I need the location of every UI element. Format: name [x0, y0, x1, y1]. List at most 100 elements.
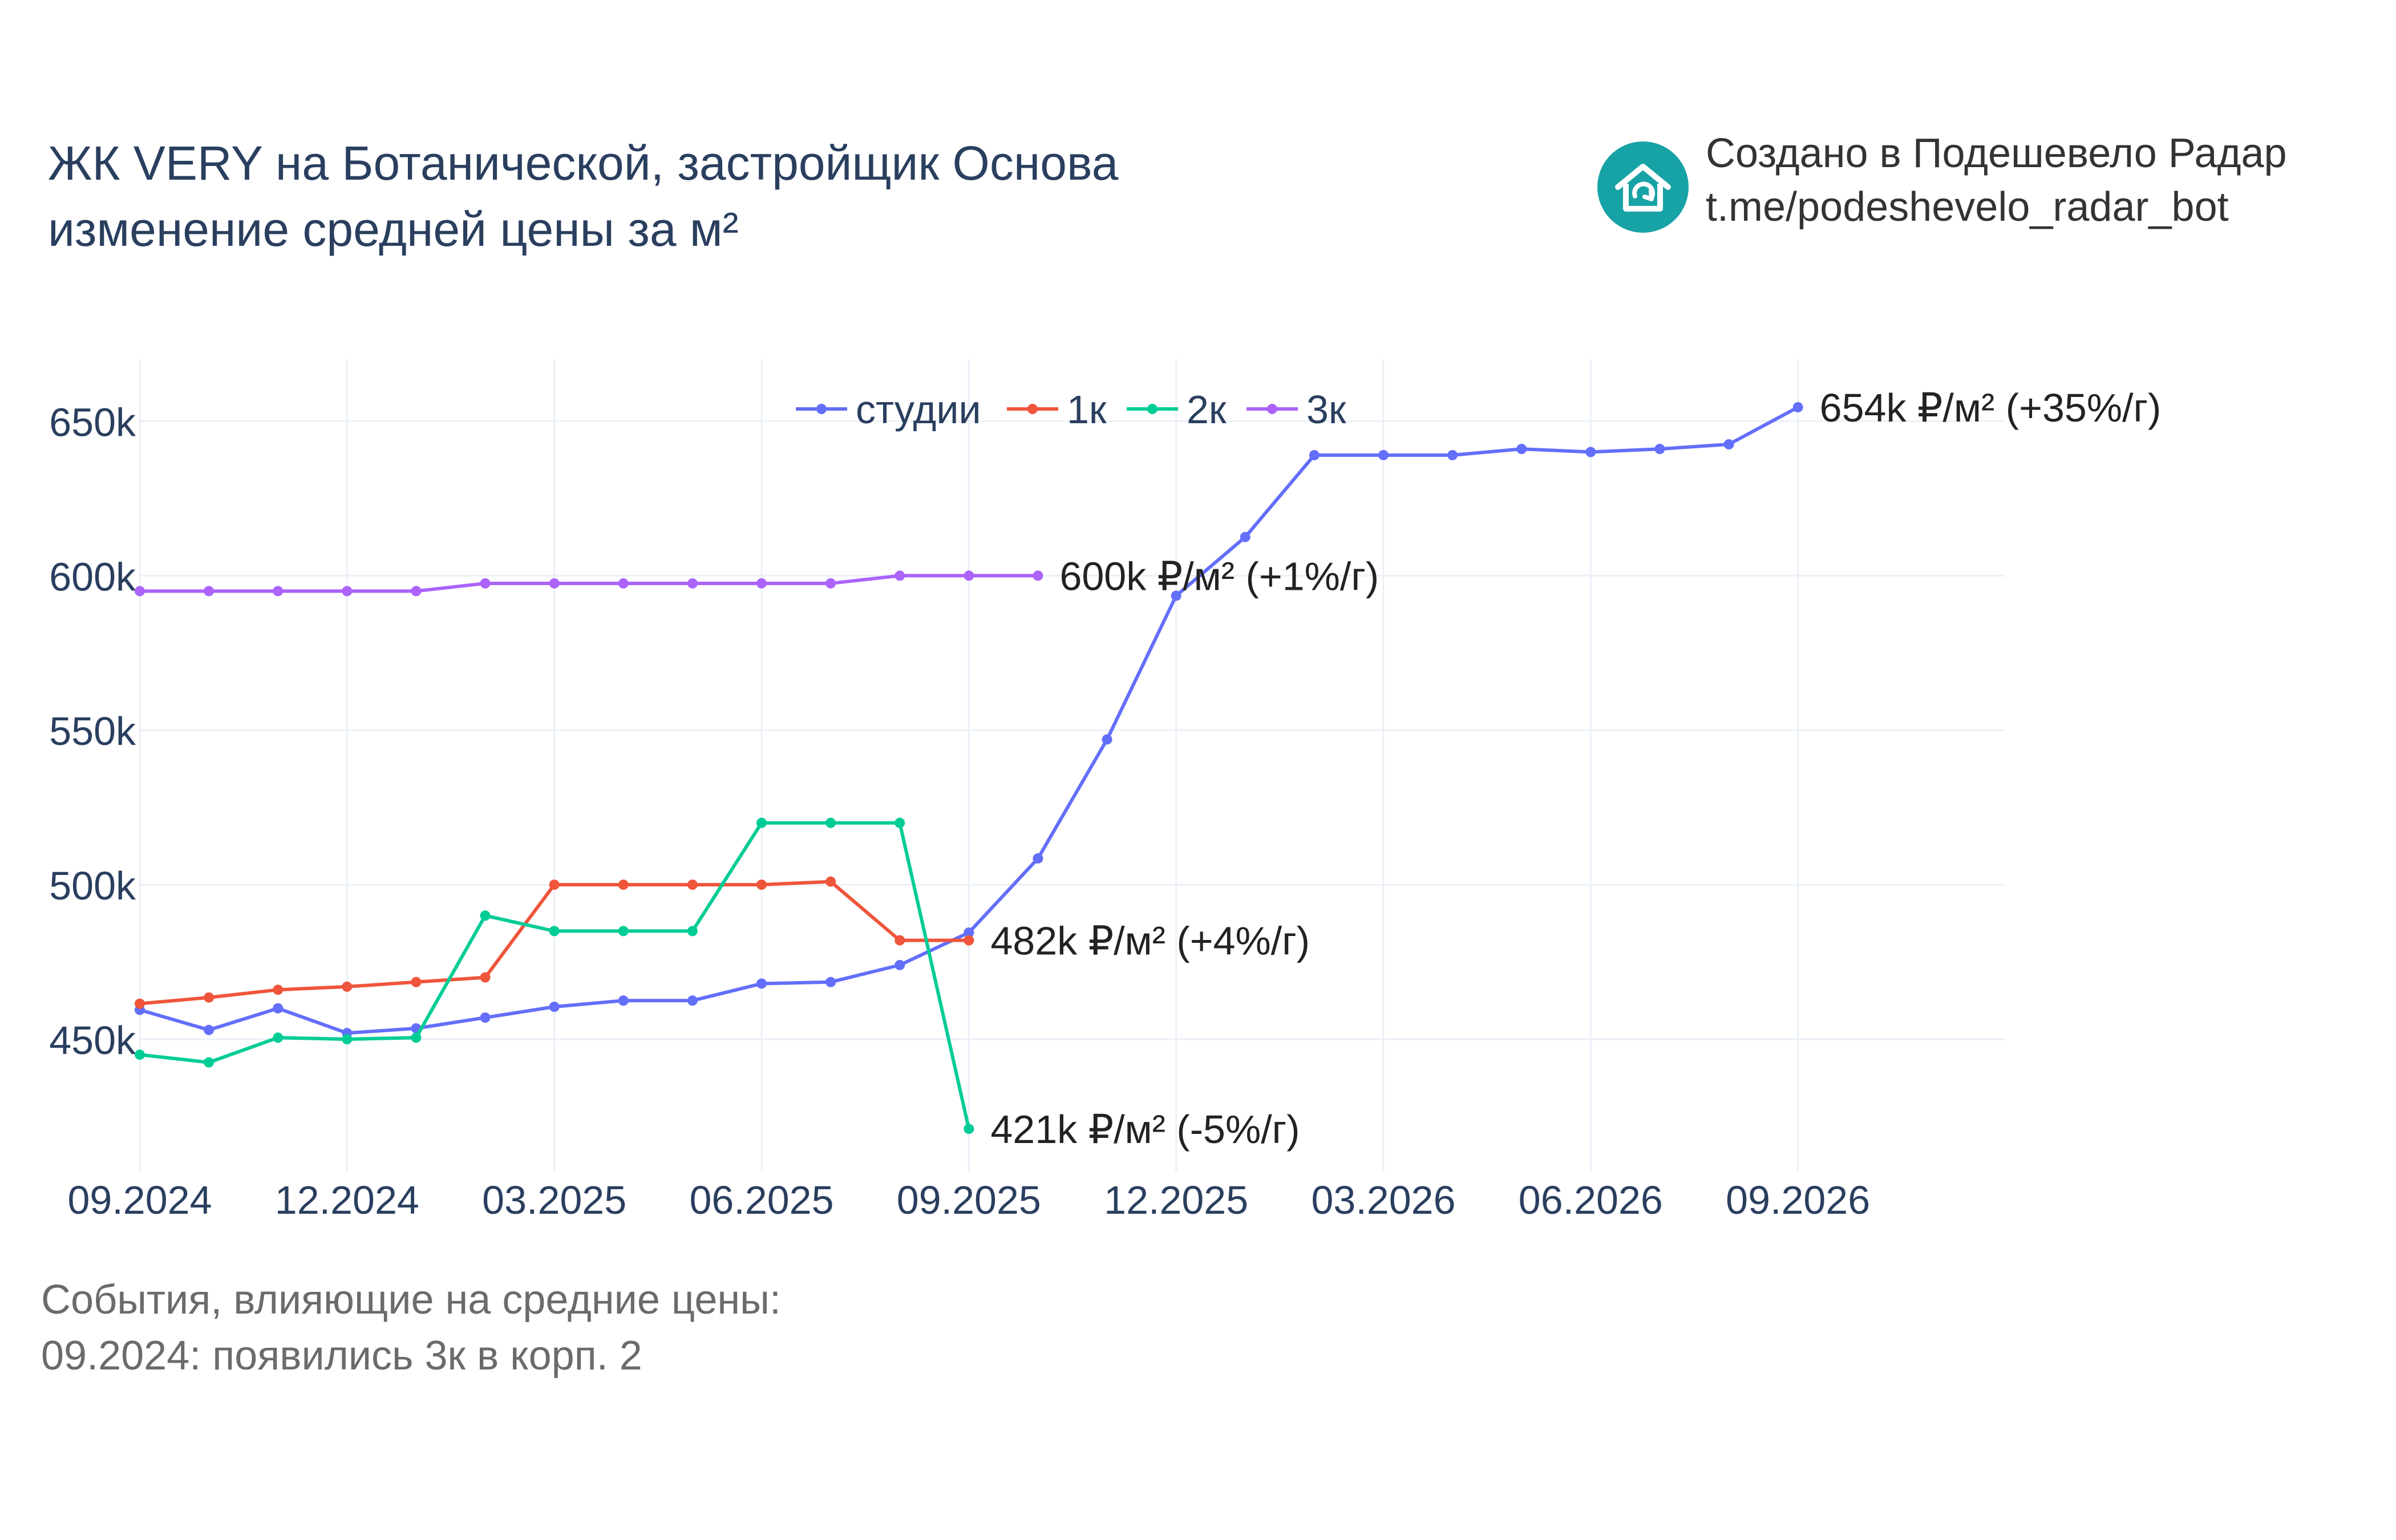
data-point-studio [1654, 444, 1665, 455]
legend-marker-3k [1267, 404, 1277, 414]
branding-line-1: Создано в Подешевело Радар [1706, 131, 2287, 176]
series-line-3k [140, 574, 1038, 593]
data-point-1k [825, 876, 836, 887]
y-tick-label: 600k [49, 554, 136, 599]
data-point-studio [1309, 449, 1320, 460]
x-tick-label: 09.2026 [1726, 1178, 1870, 1222]
x-tick-label: 03.2026 [1311, 1178, 1455, 1222]
data-point-3k [273, 586, 284, 597]
legend-marker-studio [816, 404, 827, 414]
data-point-studio [825, 976, 836, 987]
y-tick-label: 450k [49, 1018, 136, 1063]
data-point-1k [895, 935, 905, 946]
data-point-2k [411, 1032, 422, 1043]
data-point-studio [895, 959, 905, 970]
events-block: События, влияющие на средние цены: 09.20… [41, 1272, 781, 1384]
data-point-studio [1792, 402, 1803, 412]
data-point-studio [1378, 449, 1389, 460]
data-point-3k [135, 586, 145, 597]
data-point-1k [135, 998, 145, 1009]
x-tick-label: 12.2025 [1104, 1178, 1248, 1222]
data-point-2k [480, 910, 491, 921]
data-point-3k [204, 586, 214, 597]
chart-title: ЖК VERY на Ботанической, застройщик Осно… [48, 130, 1118, 262]
data-point-studio [549, 1002, 560, 1012]
data-point-studio [1516, 444, 1527, 455]
legend-marker-2k [1147, 404, 1157, 414]
data-point-studio [964, 927, 974, 938]
axes: 450k 500k 550k 600k 650k 09.2024 12.2024 03.202… [49, 400, 1870, 1222]
legend-label-1k: 1к [1067, 387, 1107, 432]
data-point-3k [964, 570, 974, 581]
title-line-1: ЖК VERY на Ботанической, застройщик Осно… [48, 136, 1119, 190]
data-point-3k [411, 586, 422, 597]
x-tick-label: 09.2025 [897, 1178, 1041, 1222]
data-point-2k [204, 1057, 214, 1068]
legend-label-studio: студии [856, 387, 981, 432]
events-heading: События, влияющие на средние цены: [41, 1277, 781, 1323]
data-point-1k [342, 981, 353, 992]
data-point-3k [756, 578, 767, 589]
data-point-1k [687, 880, 698, 890]
data-point-1k [549, 880, 560, 890]
data-point-2k [895, 817, 905, 828]
x-tick-label: 03.2025 [482, 1178, 626, 1222]
data-point-3k [825, 578, 836, 589]
event-item: 09.2024: появились 3к в корп. 2 [41, 1333, 642, 1379]
data-point-3k [1033, 570, 1043, 581]
grid-lines [139, 359, 2005, 1172]
data-point-studio [756, 978, 767, 989]
data-point-1k [411, 976, 422, 987]
branding-text: Создано в Подешевело Радар t.me/podeshev… [1706, 127, 2287, 234]
data-point-2k [964, 1124, 974, 1134]
data-point-2k [549, 926, 560, 937]
x-tick-label: 06.2026 [1519, 1178, 1663, 1222]
data-point-studio [1447, 449, 1458, 460]
y-tick-label: 650k [49, 400, 136, 444]
y-tick-label: 550k [49, 709, 136, 753]
end-labels: 654k ₽/м² (+35%/г) 482k ₽/м² (+4%/г) 421k … [990, 386, 2161, 1152]
data-point-studio [1240, 532, 1250, 542]
data-point-1k [618, 880, 629, 890]
data-point-1k [273, 984, 284, 995]
end-label-1k: 482k ₽/м² (+4%/г) [990, 919, 1310, 963]
data-point-3k [895, 570, 905, 581]
data-point-3k [342, 586, 353, 597]
data-point-studio [1171, 590, 1181, 601]
data-point-2k [342, 1034, 353, 1045]
data-point-2k [825, 817, 836, 828]
data-point-studio [1723, 439, 1734, 450]
data-point-2k [756, 817, 767, 828]
legend-label-2k: 2к [1187, 387, 1227, 432]
data-point-2k [618, 926, 629, 937]
series-lines [135, 402, 1803, 1134]
end-label-studio: 654k ₽/м² (+35%/г) [1820, 386, 2162, 430]
x-tick-label: 06.2025 [689, 1178, 833, 1222]
legend: студии 1к 2к 3к [796, 387, 1346, 432]
data-point-studio [1585, 447, 1596, 457]
data-point-studio [204, 1024, 214, 1035]
data-point-3k [618, 578, 629, 589]
data-point-3k [549, 578, 560, 589]
x-tick-label: 09.2024 [67, 1178, 212, 1222]
data-point-2k [687, 926, 698, 937]
end-label-2k: 421k ₽/м² (-5%/г) [990, 1107, 1300, 1152]
data-point-studio [1033, 853, 1043, 864]
x-tick-label: 12.2024 [275, 1178, 419, 1222]
data-point-1k [204, 992, 214, 1003]
data-point-studio [618, 995, 629, 1006]
data-point-studio [273, 1003, 284, 1014]
data-point-3k [480, 578, 491, 589]
house-refresh-icon [1597, 141, 1689, 233]
data-point-2k [135, 1049, 145, 1060]
branding-link[interactable]: t.me/podeshevelo_radar_bot [1706, 184, 2229, 230]
data-point-1k [756, 880, 767, 890]
legend-label-3k: 3к [1306, 387, 1346, 432]
end-label-3k: 600k ₽/м² (+1%/г) [1059, 554, 1379, 598]
data-point-studio [1102, 734, 1112, 745]
data-point-studio [687, 995, 698, 1006]
title-line-2: изменение средней цены за м² [48, 202, 739, 256]
data-point-2k [273, 1032, 284, 1043]
